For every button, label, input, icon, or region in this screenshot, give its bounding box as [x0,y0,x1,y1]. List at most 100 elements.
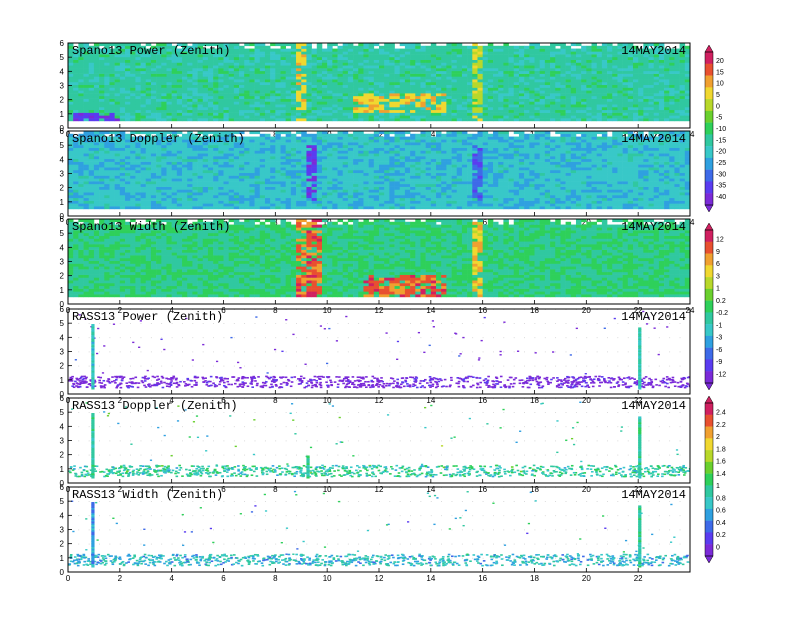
heatmap-cell [151,203,156,206]
heatmap-cell [151,79,156,82]
heatmap-cell [369,115,374,118]
heatmap-cell [89,113,94,116]
heatmap-cell [146,99,151,102]
heatmap-cell [312,113,317,116]
heatmap-cell [498,54,503,57]
heatmap-cell [680,88,685,91]
heatmap-cell [172,156,177,159]
heatmap-cell [607,46,612,49]
heatmap-cell [400,68,405,71]
heatmap-cell [244,107,249,110]
heatmap-cell [224,113,229,116]
heatmap-cell [192,101,197,104]
heatmap-cell [674,76,679,79]
heatmap-cell [306,173,311,176]
heatmap-cell [301,170,306,173]
heatmap-cell [550,57,555,60]
heatmap-cell [161,60,166,63]
heatmap-cell [649,71,654,74]
heatmap-cell [78,167,83,170]
heatmap-cell [229,184,234,187]
heatmap-cell [358,137,363,140]
heatmap-cell [664,76,669,79]
heatmap-cell [166,150,171,153]
heatmap-cell [141,65,146,68]
heatmap-cell [192,153,197,156]
heatmap-cell [115,85,120,88]
heatmap-cell [109,65,114,68]
heatmap-cell [498,79,503,82]
heatmap-cell [498,82,503,85]
heatmap-cell [410,118,415,121]
heatmap-cell [94,167,99,170]
heatmap-cell [135,85,140,88]
heatmap-cell [524,71,529,74]
heatmap-cell [177,187,182,190]
heatmap-cell [623,60,628,63]
heatmap-cell [286,65,291,68]
heatmap-cell [405,107,410,110]
heatmap-cell [431,118,436,121]
heatmap-cell [234,93,239,96]
heatmap-cell [177,153,182,156]
heatmap-cell [146,164,151,167]
heatmap-cell [571,85,576,88]
heatmap-cell [483,74,488,77]
heatmap-cell [172,181,177,184]
heatmap-cell [607,68,612,71]
heatmap-cell [338,176,343,179]
heatmap-cell [260,46,265,49]
heatmap-cell [260,99,265,102]
heatmap-cell [89,90,94,93]
heatmap-cell [452,46,457,49]
heatmap-cell [571,88,576,91]
heatmap-cell [301,178,306,181]
heatmap-cell [498,57,503,60]
heatmap-cell [649,85,654,88]
heatmap-cell [327,46,332,49]
heatmap-cell [291,176,296,179]
heatmap-cell [654,118,659,121]
heatmap-cell [125,82,130,85]
heatmap-cell [234,170,239,173]
heatmap-cell [332,118,337,121]
heatmap-cell [141,118,146,121]
heatmap-cell [301,82,306,85]
heatmap-cell [529,79,534,82]
heatmap-cell [301,195,306,198]
heatmap-cell [529,93,534,96]
heatmap-cell [115,187,120,190]
heatmap-cell [467,90,472,93]
heatmap-cell [612,110,617,113]
heatmap-cell [379,167,384,170]
heatmap-cell [581,74,586,77]
heatmap-cell [156,176,161,179]
heatmap-cell [384,96,389,99]
heatmap-cell [581,107,586,110]
heatmap-cell [255,99,260,102]
heatmap-cell [509,115,514,118]
heatmap-cell [436,115,441,118]
heatmap-cell [177,164,182,167]
heatmap-cell [78,192,83,195]
heatmap-cell [78,176,83,179]
heatmap-cell [151,201,156,204]
heatmap-cell [617,85,622,88]
heatmap-cell [477,46,482,49]
heatmap-cell [369,181,374,184]
heatmap-cell [161,68,166,71]
heatmap-cell [581,54,586,57]
heatmap-cell [94,99,99,102]
heatmap-cell [607,62,612,65]
heatmap-cell [576,51,581,54]
heatmap-cell [275,71,280,74]
heatmap-cell [369,134,374,137]
heatmap-cell [229,148,234,151]
heatmap-cell [415,54,420,57]
heatmap-cell [441,113,446,116]
heatmap-cell [109,85,114,88]
heatmap-cell [343,162,348,165]
heatmap-cell [415,82,420,85]
heatmap-cell [296,206,301,209]
heatmap-cell [260,162,265,165]
